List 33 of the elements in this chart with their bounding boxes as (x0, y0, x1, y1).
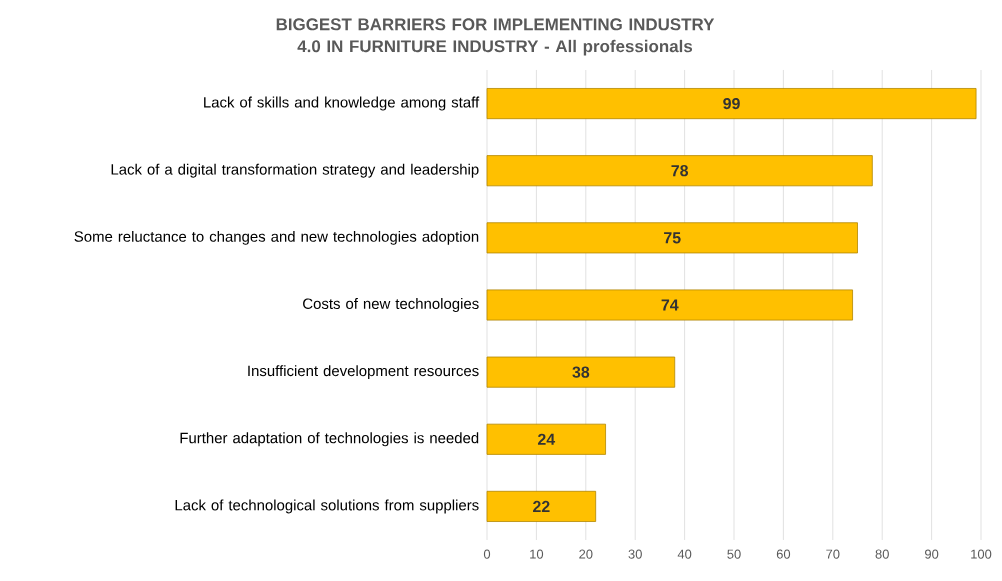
x-tick-label: 100 (971, 549, 992, 559)
bar (486, 490, 597, 522)
data-label: 75 (664, 232, 681, 244)
y-tick-label: Further adaptation of technologies is needed (180, 432, 479, 447)
chart-title: BIGGEST BARRIERS FOR IMPLEMENTING INDUSTRY 4.0 IN FURNITURE INDUSTRY - All professionals (276, 18, 715, 56)
x-tick-label: 20 (579, 549, 593, 559)
bar (486, 88, 977, 120)
x-tick-label: 40 (677, 549, 692, 559)
data-label: 78 (671, 165, 689, 177)
data-label: 24 (537, 433, 556, 445)
x-tick-label: 50 (727, 549, 741, 559)
x-tick-label: 10 (530, 549, 544, 559)
bar (486, 155, 873, 187)
bar (486, 356, 676, 388)
y-tick-label: Lack of technological solutions from suppliers (175, 499, 479, 514)
y-tick-label: Lack of a digital transformation strategy and leadership (111, 163, 479, 178)
bar (486, 423, 606, 455)
bar (486, 222, 858, 254)
x-tick-label: 60 (776, 549, 791, 559)
data-label: 22 (533, 500, 550, 512)
x-tick-label: 70 (826, 549, 840, 559)
y-tick-label: Some reluctance to changes and new technologies adoption (74, 230, 479, 245)
y-tick-label: Insufficient development resources (248, 365, 479, 380)
data-label: 38 (572, 366, 590, 378)
x-tick-label: 30 (628, 549, 642, 559)
data-label: 74 (661, 299, 679, 311)
y-tick-label: Lack of skills and knowledge among staff (204, 96, 480, 111)
data-label: 99 (723, 97, 740, 110)
x-tick-label: 0 (483, 549, 491, 559)
bar (486, 289, 853, 321)
x-tick-label: 80 (875, 549, 889, 559)
y-tick-label: Costs of new technologies (303, 298, 479, 312)
x-tick-label: 90 (925, 549, 939, 559)
